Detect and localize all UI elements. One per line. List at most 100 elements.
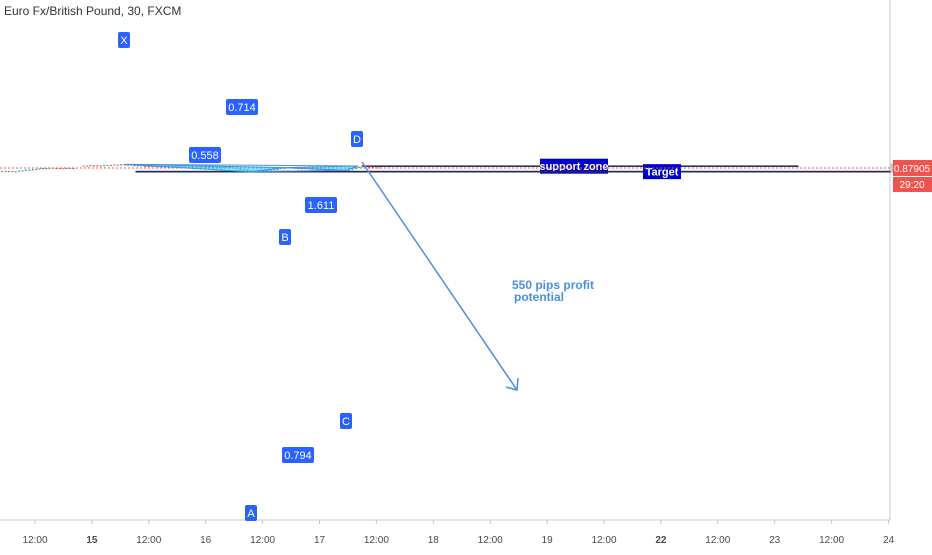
- x-tick-label: 24: [883, 535, 895, 546]
- candle-body: [283, 167, 286, 169]
- candle-body: [11, 171, 14, 173]
- candle-body: [35, 169, 38, 171]
- annotation-line2: potential: [514, 290, 564, 304]
- x-tick-label: 12:00: [136, 535, 161, 546]
- x-tick-label: 12:00: [819, 535, 844, 546]
- target-zone-label: Target: [646, 167, 679, 179]
- candle-body: [48, 167, 51, 169]
- candle-body: [378, 167, 381, 169]
- xd-ratio-line: [123, 163, 359, 167]
- projection-arrow-head: [505, 377, 519, 391]
- candle-body: [375, 167, 378, 169]
- candle-body: [358, 167, 361, 169]
- candle-body: [7, 171, 10, 173]
- candle-body: [123, 164, 126, 166]
- candle-body: [92, 165, 95, 167]
- ac-ratio-line: [249, 169, 347, 173]
- point-label: X: [120, 35, 128, 47]
- candle-body: [120, 164, 123, 166]
- candle-body: [28, 169, 31, 171]
- candle-body: [324, 169, 327, 171]
- price-badge-bg: [893, 159, 932, 176]
- point-label-bg: [279, 229, 291, 245]
- candle-body: [113, 164, 116, 166]
- candle-body: [137, 165, 140, 167]
- candle-body: [55, 168, 58, 170]
- candle-body: [1, 171, 4, 173]
- ratio-label-bg: [305, 197, 337, 213]
- ratio-label-bg: [226, 99, 258, 115]
- countdown-label: 29:20: [899, 180, 924, 191]
- candle-body: [310, 168, 313, 170]
- x-tick-label: 12:00: [364, 535, 389, 546]
- candle-body: [351, 168, 354, 170]
- candle-body: [62, 168, 65, 170]
- candle-body: [96, 165, 99, 167]
- ratio-label-bg: [189, 147, 221, 163]
- candle-body: [140, 165, 143, 167]
- point-label-bg: [245, 505, 257, 521]
- candle-body: [109, 165, 112, 167]
- ratio-label-bg: [282, 447, 314, 463]
- candle-body: [269, 169, 272, 171]
- candle-body: [371, 166, 374, 168]
- point-label: B: [281, 232, 288, 244]
- point-label-bg: [118, 32, 130, 48]
- price-badge-label: 0.87905: [894, 164, 931, 175]
- candle-body: [143, 165, 146, 167]
- candle-body: [262, 170, 265, 172]
- countdown-badge-bg: [893, 176, 932, 192]
- x-tick-label: 22: [655, 535, 667, 546]
- ratio-label: 1.611: [308, 200, 335, 212]
- x-tick-label: 15: [86, 535, 98, 546]
- chart-title: Euro Fx/British Pound, 30, FXCM: [4, 4, 181, 18]
- candle-body: [103, 165, 106, 167]
- candle-body: [31, 169, 34, 171]
- support-zone-label-bg: [540, 158, 608, 174]
- pattern-triangle-bcd: [284, 165, 359, 171]
- candle-body: [147, 166, 150, 168]
- candle-body: [347, 169, 350, 171]
- candle-body: [273, 169, 276, 171]
- x-tick-label: 12:00: [22, 535, 47, 546]
- candle-body: [368, 166, 371, 168]
- candle-body: [133, 165, 136, 167]
- candle-body: [21, 170, 24, 172]
- x-tick-label: 12:00: [250, 535, 275, 546]
- candle-body: [86, 165, 89, 167]
- candle-body: [99, 165, 102, 167]
- x-tick-label: 16: [200, 535, 212, 546]
- ratio-label: 0.714: [228, 102, 256, 114]
- pattern-triangle-xab: [123, 163, 286, 173]
- candle-body: [116, 164, 119, 166]
- ratio-label: 0.558: [191, 150, 219, 162]
- ratio-label: 0.794: [284, 450, 312, 462]
- candle-body: [41, 168, 44, 170]
- x-tick-label: 19: [542, 535, 554, 546]
- candle-body: [150, 165, 153, 167]
- point-label: C: [342, 416, 350, 428]
- candle-body: [18, 170, 21, 172]
- candle-body: [69, 167, 72, 169]
- point-label: D: [353, 134, 361, 146]
- annotation-line1: 550 pips profit: [512, 278, 594, 292]
- candle-body: [82, 165, 85, 167]
- support-zone-label: support zone: [539, 161, 608, 173]
- candle-body: [89, 165, 92, 167]
- candle-body: [106, 165, 109, 167]
- candle-body: [65, 167, 68, 169]
- candle-body: [276, 168, 279, 170]
- candle-body: [58, 168, 61, 170]
- candle-body: [45, 168, 48, 170]
- candle-body: [266, 170, 269, 172]
- x-tick-label: 23: [769, 535, 781, 546]
- candle-body: [14, 171, 17, 173]
- candle-body: [38, 168, 41, 170]
- x-tick-label: 12:00: [591, 535, 616, 546]
- candle-body: [4, 171, 7, 173]
- projection-arrow-line: [361, 161, 518, 391]
- point-label-bg: [351, 131, 363, 147]
- candle-body: [24, 169, 27, 171]
